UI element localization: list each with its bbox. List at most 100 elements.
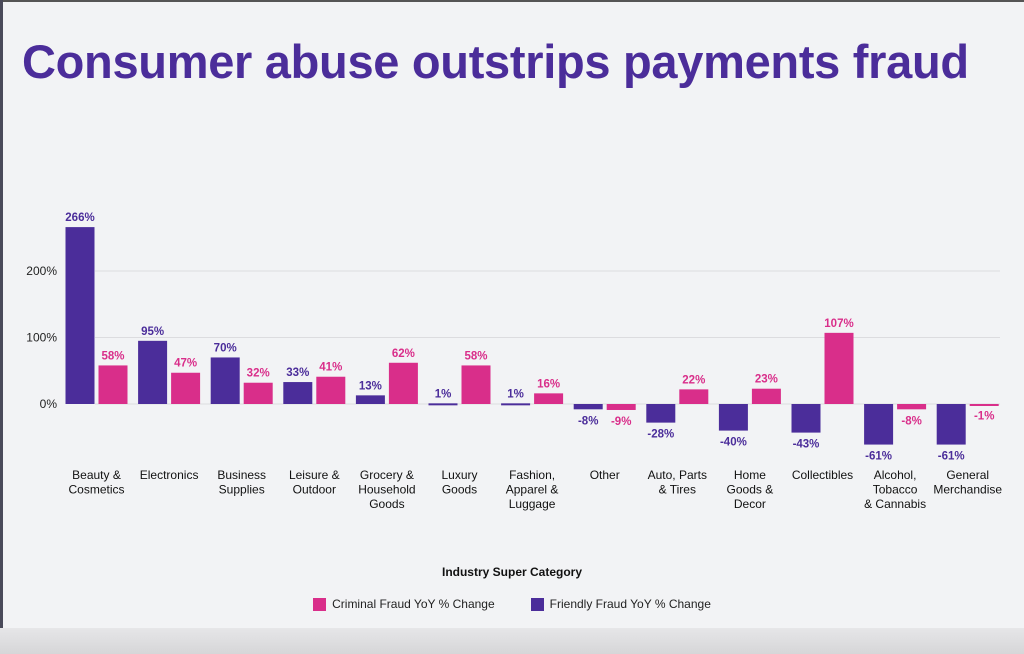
y-tick-label: 100% [26, 331, 57, 345]
x-tick-label-line: Electronics [140, 468, 199, 482]
x-tick-label-line: Merchandise [933, 483, 1002, 497]
data-label: 266% [65, 212, 94, 224]
window-border-left [0, 0, 3, 654]
x-tick-label-line: Outdoor [293, 483, 336, 497]
legend-item-friendly: Friendly Fraud YoY % Change [530, 597, 711, 611]
data-label: -28% [647, 429, 674, 441]
data-label: 47% [174, 358, 197, 370]
x-tick-label-line: & Cannabis [864, 497, 926, 511]
data-label: 70% [214, 342, 237, 354]
legend-swatch-criminal [313, 597, 327, 611]
x-tick-label-line: Goods & [727, 483, 774, 497]
bar-criminal [751, 388, 781, 404]
bar-criminal [606, 404, 636, 410]
data-label: -43% [793, 439, 820, 451]
x-axis-title: Industry Super Category [441, 565, 583, 579]
data-label: -8% [901, 415, 921, 427]
x-tick-label: Luxury Goods [441, 468, 477, 497]
x-tick-label-line: Cosmetics [68, 483, 124, 497]
bar-criminal [388, 362, 418, 404]
x-tick-label-line: Luxury [441, 468, 477, 482]
bar-friendly [138, 340, 168, 404]
bar-friendly [936, 404, 966, 445]
data-label: 107% [824, 318, 853, 330]
bar-friendly [646, 404, 676, 423]
x-tick-label: General Merchandise [933, 468, 1002, 497]
chart-title: Consumer abuse outstrips payments fraud [22, 35, 969, 88]
data-label: -8% [578, 415, 598, 427]
window-border-top [0, 0, 1024, 2]
data-label: -61% [865, 451, 892, 463]
data-label: 33% [286, 367, 309, 379]
bar-friendly [501, 403, 531, 406]
bar-criminal [98, 365, 128, 404]
data-label: 32% [247, 368, 270, 380]
data-label: 13% [359, 380, 382, 392]
bar-friendly [573, 404, 603, 410]
legend-label-friendly: Friendly Fraud YoY % Change [549, 597, 711, 611]
bar-criminal [243, 382, 273, 404]
bar-friendly [210, 357, 240, 404]
bar-friendly [65, 227, 95, 404]
legend: Criminal Fraud YoY % Change Friendly Fra… [0, 597, 1024, 611]
data-label: 1% [435, 388, 452, 400]
bar-criminal [897, 404, 927, 410]
x-tick-label-line: Collectibles [792, 468, 853, 482]
x-tick-label-line: Goods [369, 497, 404, 511]
x-tick-label: Collectibles [792, 468, 853, 482]
legend-swatch-friendly [530, 597, 544, 611]
bar-criminal [969, 404, 999, 406]
x-tick-label-line: Auto, Parts [648, 468, 707, 482]
x-tick-label-line: Supplies [219, 483, 265, 497]
y-tick-label: 0% [40, 397, 58, 411]
bar-friendly [718, 404, 748, 431]
data-label: -40% [720, 437, 747, 449]
x-tick-label-line: Decor [734, 497, 766, 511]
x-tick-label: Other [590, 468, 620, 482]
x-tick-label-line: & Tires [659, 483, 696, 497]
data-label: 58% [101, 350, 124, 362]
legend-label-criminal: Criminal Fraud YoY % Change [332, 597, 495, 611]
x-tick-label-line: Household [358, 483, 415, 497]
bar-friendly [355, 395, 385, 404]
data-label: -61% [938, 451, 965, 463]
x-tick-label: Alcohol, Tobacco & Cannabis [864, 468, 926, 511]
bar-friendly [864, 404, 894, 445]
x-tick-label: Beauty & Cosmetics [68, 468, 124, 497]
x-tick-label: Electronics [140, 468, 199, 482]
x-tick-label-line: Home [734, 468, 766, 482]
data-label: 16% [537, 378, 560, 390]
data-label: 58% [464, 350, 487, 362]
x-tick-label: Fashion, Apparel & Luggage [506, 468, 559, 511]
data-label: 62% [392, 348, 415, 360]
bar-criminal [461, 365, 491, 404]
data-label: -9% [611, 416, 631, 428]
x-tick-label-line: Apparel & [506, 483, 559, 497]
data-label: 95% [141, 326, 164, 338]
window-border-bottom [0, 628, 1024, 654]
x-tick-label-line: Beauty & [72, 468, 121, 482]
bar-criminal [316, 376, 346, 404]
data-label: 41% [319, 362, 342, 374]
data-label: -1% [974, 411, 994, 423]
x-tick-label: Auto, Parts & Tires [648, 468, 707, 497]
bar-friendly [283, 382, 313, 404]
data-label: 23% [755, 374, 778, 386]
x-tick-label-line: Fashion, [509, 468, 555, 482]
legend-item-criminal: Criminal Fraud YoY % Change [313, 597, 495, 611]
bar-criminal [171, 372, 201, 404]
bar-criminal [824, 332, 854, 404]
x-tick-label: Leisure & Outdoor [289, 468, 340, 497]
x-tick-label-line: General [946, 468, 989, 482]
x-tick-label-line: Business [217, 468, 266, 482]
x-tick-label-line: Other [590, 468, 620, 482]
x-tick-label-line: Luggage [509, 497, 556, 511]
x-tick-label-line: Goods [442, 483, 477, 497]
data-label: 1% [507, 388, 524, 400]
bar-criminal [679, 389, 709, 404]
x-tick-label-line: Alcohol, [874, 468, 917, 482]
data-label: 22% [682, 374, 705, 386]
bar-criminal [534, 393, 564, 404]
x-tick-label: Home Goods & Decor [727, 468, 774, 511]
